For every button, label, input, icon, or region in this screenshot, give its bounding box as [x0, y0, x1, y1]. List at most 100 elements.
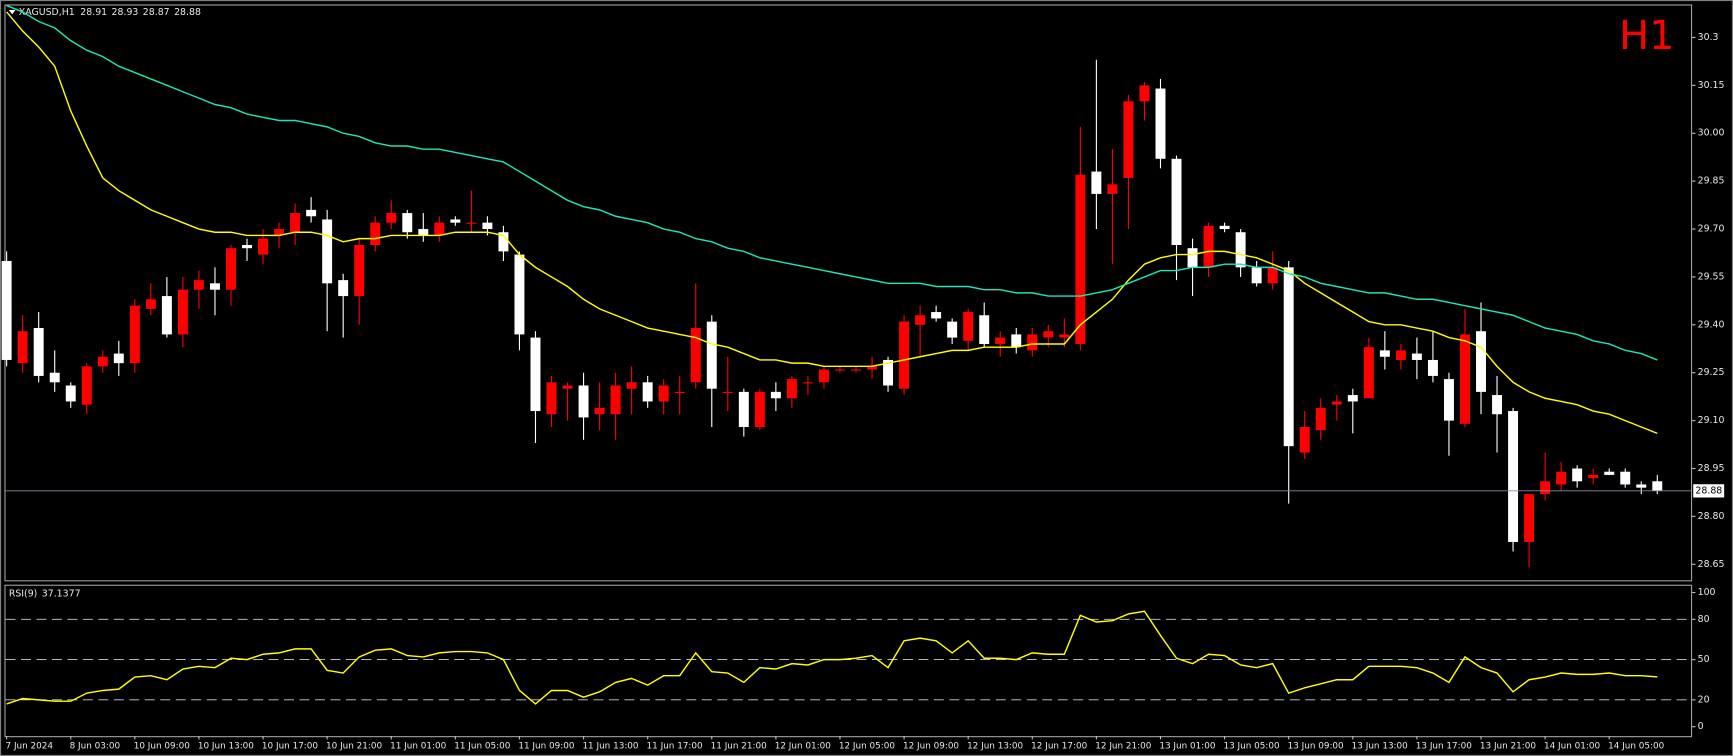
candle-body — [867, 366, 877, 370]
candle-body — [386, 213, 397, 223]
candle-body — [1331, 401, 1342, 405]
candle-body — [835, 369, 845, 371]
candle-body — [562, 385, 573, 389]
candle-body — [1123, 101, 1134, 178]
x-tick-label: 14 Jun 01:00 — [1544, 742, 1600, 752]
candle-body — [1427, 359, 1438, 376]
moving-average-line — [6, 4, 1658, 361]
candle-body — [1636, 484, 1647, 488]
x-tick-label: 14 Jun 05:00 — [1608, 742, 1664, 752]
candle-body — [706, 321, 717, 389]
candle-body — [658, 385, 669, 402]
candle-body — [770, 391, 781, 399]
candle-body — [1283, 267, 1294, 447]
y-tick-label: 30.15 — [1698, 80, 1725, 91]
candle-body — [1572, 468, 1583, 482]
candle-body — [242, 245, 252, 249]
candle-body — [65, 385, 76, 402]
candle-body — [1540, 481, 1551, 495]
y-tick-label: 29.70 — [1698, 224, 1725, 235]
candle-body — [1059, 334, 1070, 338]
candle-body — [963, 312, 974, 341]
candle-body — [546, 382, 557, 415]
candle-body — [1107, 184, 1118, 194]
candle-body — [1395, 350, 1406, 360]
candle-body — [1379, 350, 1390, 357]
candle-body — [1476, 331, 1486, 392]
y-tick-label: 29.55 — [1698, 271, 1725, 282]
candle-body — [738, 391, 749, 427]
x-tick-label: 13 Jun 13:00 — [1352, 742, 1408, 752]
candle-body — [610, 385, 621, 415]
candle-body — [1139, 85, 1150, 102]
x-tick-label: 12 Jun 09:00 — [903, 742, 959, 752]
candle-body — [642, 382, 653, 402]
x-tick-label: 13 Jun 21:00 — [1480, 742, 1536, 752]
candle-body — [1251, 267, 1262, 284]
candle-body — [418, 229, 429, 236]
candle-body — [1347, 395, 1358, 402]
close-value: 28.88 — [174, 7, 201, 18]
candle-body — [915, 315, 926, 325]
rsi-label: RSI(9) — [9, 588, 38, 599]
candle-body — [1411, 353, 1422, 360]
rsi-line — [6, 610, 1658, 705]
candle-body — [1620, 471, 1631, 485]
y-tick-label: 28.80 — [1698, 511, 1725, 522]
current-price-label: 28.88 — [1695, 485, 1722, 496]
high-value: 28.93 — [112, 7, 139, 18]
candle-body — [1, 260, 12, 360]
y-tick-label: 28.95 — [1698, 463, 1725, 474]
x-tick-label: 12 Jun 21:00 — [1095, 742, 1151, 752]
candle-body — [1027, 334, 1038, 351]
candle-body — [594, 407, 605, 415]
candle-body — [1203, 225, 1214, 268]
candle-body — [1171, 158, 1182, 245]
candle-body — [1508, 411, 1519, 542]
moving-average-line — [6, 11, 1658, 435]
candle-body — [466, 222, 477, 224]
x-tick-label: 11 Jun 21:00 — [711, 742, 767, 752]
candle-body — [899, 321, 910, 389]
candle-body — [802, 382, 813, 384]
x-tick-label: 12 Jun 17:00 — [1031, 742, 1087, 752]
symbol-icon — [8, 9, 16, 15]
x-tick-label: 10 Jun 17:00 — [262, 742, 318, 752]
candle-body — [434, 222, 445, 236]
candle-body — [290, 213, 301, 233]
y-tick-label: 20 — [1698, 694, 1710, 705]
symbol: XAGUSD,H1 — [19, 7, 75, 18]
candle-body — [1155, 88, 1166, 159]
candle-body — [1267, 267, 1278, 284]
candle-body — [274, 229, 285, 236]
current-price-box — [1693, 484, 1725, 498]
candle-body — [482, 222, 493, 230]
candle-body — [1091, 171, 1102, 194]
candle-body — [498, 232, 509, 252]
candle-body — [530, 337, 541, 412]
candle-body — [338, 280, 349, 297]
y-tick-label: 30.00 — [1698, 128, 1725, 139]
candle-body — [1604, 471, 1615, 475]
candle-body — [931, 312, 942, 319]
candle-body — [306, 209, 317, 217]
candle-body — [1315, 407, 1326, 431]
candle-body — [49, 372, 60, 383]
chart-header: XAGUSD,H1 28.91 28.93 28.87 28.88 — [19, 7, 201, 18]
x-tick-label: 13 Jun 05:00 — [1223, 742, 1279, 752]
candle-body — [322, 219, 333, 284]
candle-body — [851, 369, 861, 371]
x-tick-label: 11 Jun 17:00 — [647, 742, 703, 752]
candle-body — [81, 366, 92, 405]
x-tick-label: 13 Jun 01:00 — [1159, 742, 1215, 752]
y-tick-label: 0 — [1698, 721, 1704, 732]
candle-body — [1524, 494, 1535, 542]
candle-body — [209, 283, 220, 290]
candle-body — [995, 337, 1006, 344]
x-tick-label: 11 Jun 05:00 — [454, 742, 510, 752]
candle-body — [754, 391, 765, 427]
x-tick-label: 11 Jun 09:00 — [518, 742, 574, 752]
candle-body — [193, 280, 204, 290]
candle-body — [258, 238, 269, 255]
